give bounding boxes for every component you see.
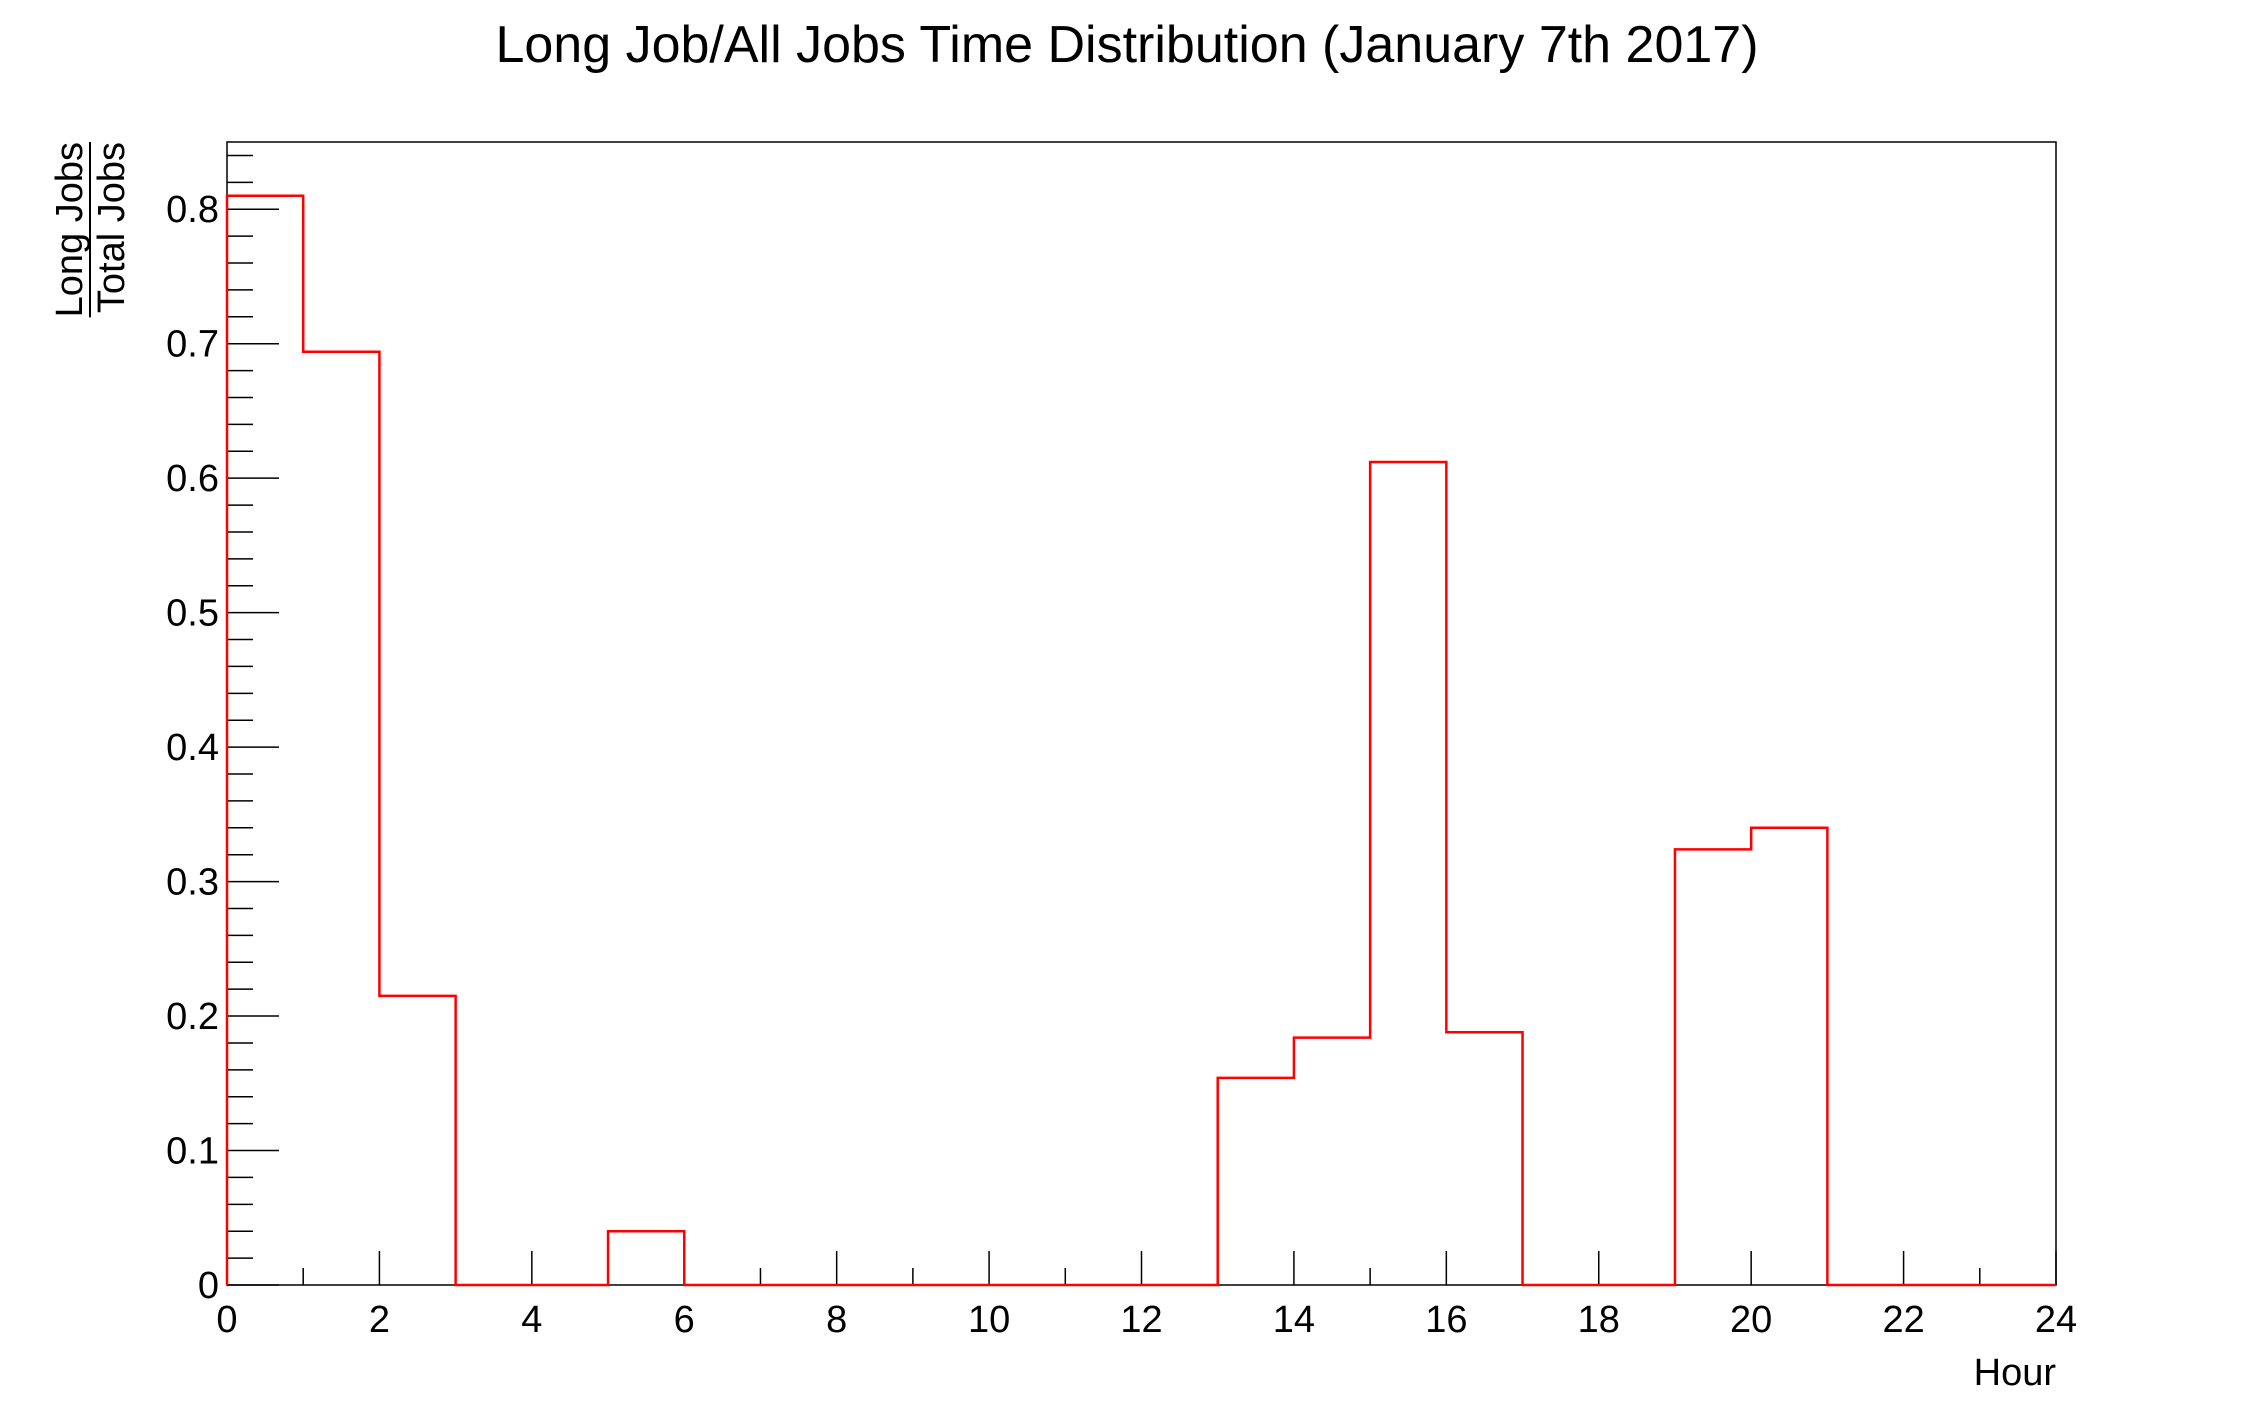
x-tick-label: 20 bbox=[1730, 1299, 1772, 1341]
y-axis-label-numerator: Long Jobs bbox=[49, 142, 91, 317]
x-axis-label: Hour bbox=[1974, 1352, 2057, 1394]
histogram-bin bbox=[379, 996, 455, 1285]
histogram-bin bbox=[1675, 849, 1751, 1285]
y-tick-label: 0.7 bbox=[166, 324, 219, 366]
x-axis: 0 2 4 6 8 10 12 14 16 18 20 22 24 bbox=[216, 1251, 2077, 1341]
chart-title: Long Job/All Jobs Time Distribution (Jan… bbox=[495, 16, 1758, 74]
y-tick-label: 0.8 bbox=[166, 189, 219, 231]
y-axis: 0 0.1 0.2 0.3 0.4 0.5 0.6 0.7 0.8 bbox=[166, 154, 279, 1307]
x-tick-label: 22 bbox=[1882, 1299, 1924, 1341]
plot-frame bbox=[226, 141, 2057, 1286]
histogram-bins bbox=[227, 196, 1827, 1285]
x-tick-label: 0 bbox=[216, 1299, 237, 1341]
histogram-bin bbox=[303, 352, 379, 1285]
histogram-bin bbox=[1751, 828, 1827, 1285]
x-tick-label: 8 bbox=[826, 1299, 847, 1341]
y-tick-label: 0.5 bbox=[166, 593, 219, 635]
histogram-bin bbox=[227, 196, 303, 1285]
y-axis-label-denominator: Total Jobs bbox=[91, 142, 133, 313]
x-tick-label: 10 bbox=[968, 1299, 1010, 1341]
y-tick-label: 0.1 bbox=[166, 1131, 219, 1173]
histogram-bin bbox=[1294, 1038, 1370, 1285]
x-tick-label: 12 bbox=[1120, 1299, 1162, 1341]
y-tick-label: 0 bbox=[198, 1265, 219, 1307]
x-tick-label: 18 bbox=[1578, 1299, 1620, 1341]
y-tick-label: 0.3 bbox=[166, 862, 219, 904]
x-tick-label: 16 bbox=[1425, 1299, 1467, 1341]
x-tick-label: 24 bbox=[2035, 1299, 2077, 1341]
x-tick-label: 2 bbox=[369, 1299, 390, 1341]
x-tick-label: 4 bbox=[521, 1299, 542, 1341]
x-tick-label: 14 bbox=[1273, 1299, 1315, 1341]
y-tick-label: 0.4 bbox=[166, 727, 219, 769]
y-tick-label: 0.2 bbox=[166, 996, 219, 1038]
y-axis-label: Long Jobs Total Jobs bbox=[49, 142, 133, 318]
y-tick-label: 0.6 bbox=[166, 458, 219, 500]
histogram-line bbox=[225, 194, 2056, 1287]
histogram-bin bbox=[608, 1231, 684, 1285]
x-tick-label: 6 bbox=[674, 1299, 695, 1341]
histogram-bin bbox=[1218, 1078, 1294, 1285]
histogram-bin bbox=[1446, 1032, 1522, 1285]
histogram-bin bbox=[1370, 462, 1446, 1285]
